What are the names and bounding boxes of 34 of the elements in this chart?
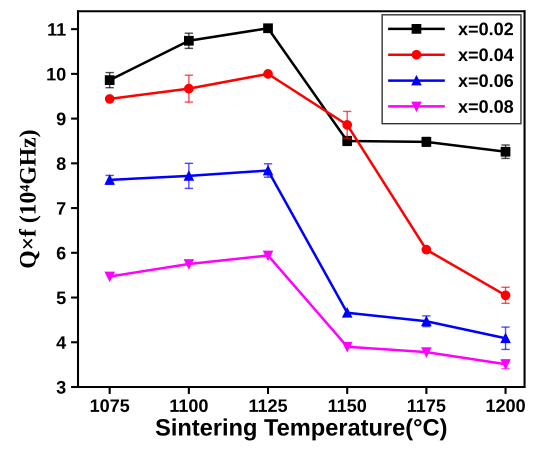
x-tick-label: 1175 (408, 399, 446, 412)
x-tick-label: 1100 (170, 399, 208, 412)
point (263, 69, 273, 79)
y-tick-label: 3 (56, 380, 66, 394)
point (184, 259, 194, 269)
point (342, 308, 352, 318)
point (422, 347, 432, 357)
point (263, 23, 273, 34)
point (263, 166, 273, 176)
x-tick-label: 1150 (328, 399, 366, 412)
legend-label: x=0.02 (458, 22, 513, 36)
y-axis-title: Q×f (10⁴GHz) (18, 130, 41, 268)
legend-label: x=0.04 (458, 48, 514, 62)
x-tick-label: 1125 (250, 399, 288, 412)
y-tick-label: 10 (47, 68, 66, 81)
y-tick-label: 6 (56, 246, 66, 260)
point (104, 94, 115, 104)
y-tick-label: 7 (56, 202, 66, 215)
legend-label: x=0.06 (458, 74, 514, 88)
y-tick-label: 11 (48, 23, 66, 36)
point (263, 250, 273, 260)
x-tick-label: 1200 (486, 399, 525, 412)
legend-label: x=0.08 (458, 100, 514, 113)
x-tick-label: 1075 (90, 399, 130, 412)
x-axis-title: Sintering Temperature(°C) (156, 418, 446, 441)
point (500, 290, 510, 300)
point (104, 272, 115, 282)
y-tick-label: 4 (56, 336, 66, 349)
point (342, 342, 352, 352)
point (422, 244, 432, 255)
y-tick-label: 5 (56, 292, 66, 304)
y-tick-label: 8 (56, 157, 66, 170)
y-tick-label: 9 (56, 112, 66, 126)
point (500, 146, 510, 157)
